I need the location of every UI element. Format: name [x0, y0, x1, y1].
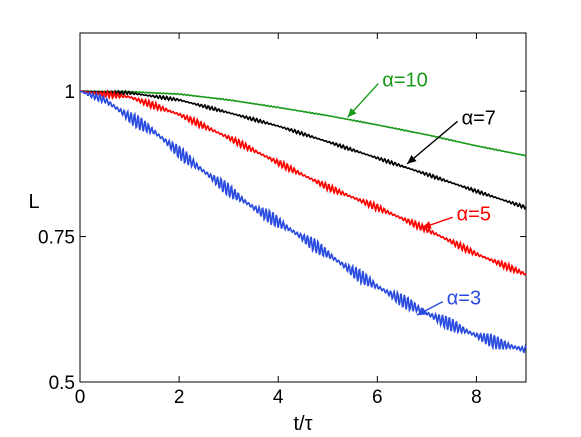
annotation-label-4: α=3 — [447, 288, 481, 310]
series-line-4 — [79, 90, 527, 354]
annotation-label-1: α=10 — [382, 70, 428, 92]
annotation-arrowhead — [407, 155, 417, 164]
series-line-2 — [79, 89, 527, 210]
annotation-arrowhead — [421, 221, 432, 229]
annotation-arrowhead — [347, 108, 357, 118]
annotation-layer: α=10 α=7 α=5 α=3 — [347, 70, 496, 316]
annotation-label-3: α=5 — [457, 203, 491, 225]
x-tick-label: 4 — [273, 387, 284, 408]
y-tick-label: 0.75 — [38, 228, 75, 249]
series-layer — [79, 89, 527, 354]
x-tick-label: 8 — [471, 387, 482, 408]
x-tick-label: 6 — [372, 387, 383, 408]
x-axis-label: t/τ — [293, 413, 312, 435]
annotation-arrow-line — [406, 120, 459, 165]
y-tick-label: 0.5 — [49, 373, 75, 394]
y-tick-label: 1 — [64, 82, 75, 103]
ticks: 0 2 4 6 8 0.5 0.75 1 — [38, 33, 526, 408]
x-tick-label: 0 — [75, 387, 86, 408]
series-line-1 — [80, 90, 527, 157]
annotation-arrowhead — [417, 307, 427, 316]
y-axis-label: L — [28, 191, 39, 213]
annotation-label-2: α=7 — [462, 107, 496, 129]
x-tick-label: 2 — [174, 387, 185, 408]
series-line-3 — [79, 89, 527, 276]
